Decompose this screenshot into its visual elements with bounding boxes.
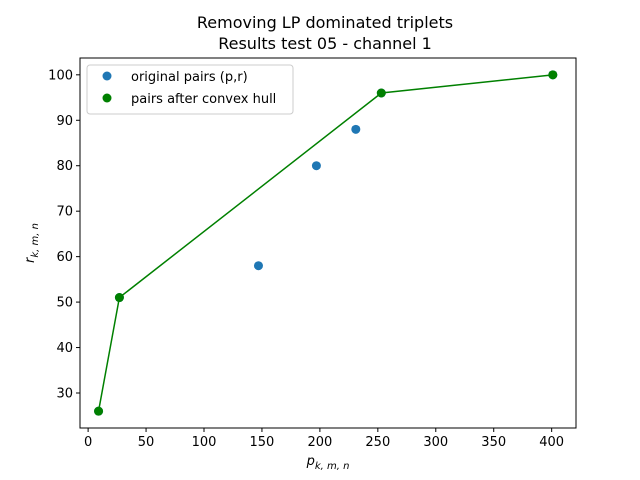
y-tick-label: 70	[56, 205, 73, 220]
x-tick-label: 50	[138, 435, 155, 450]
chart-title-line1: Removing LP dominated triplets	[197, 13, 453, 32]
y-axis-label-group: rk, m, n	[23, 223, 41, 263]
y-tick-label: 100	[48, 68, 73, 83]
x-tick-label: 300	[423, 435, 448, 450]
series-line-1	[97, 74, 553, 412]
y-tick-label: 30	[56, 387, 73, 402]
data-point-series-0	[351, 124, 361, 134]
data-point-series-0	[311, 161, 321, 171]
x-tick-label: 200	[307, 435, 332, 450]
x-axis-label: pk, m, n	[306, 454, 350, 472]
data-point-series-0	[253, 261, 263, 271]
x-axis-label-sub: k, m, n	[315, 461, 350, 472]
x-axis-label-base: p	[306, 454, 315, 469]
data-point-series-1	[114, 293, 124, 303]
x-tick-label: 250	[365, 435, 390, 450]
y-tick-label: 90	[56, 114, 73, 129]
y-axis-label-base: r	[23, 256, 38, 263]
plot-frame	[79, 57, 577, 429]
x-tick-label: 0	[84, 435, 92, 450]
legend-frame	[86, 64, 294, 115]
y-tick-label: 50	[56, 296, 73, 311]
plot-area	[94, 70, 558, 416]
chart-title-line2: Results test 05 - channel 1	[218, 34, 432, 53]
data-point-series-1	[376, 88, 386, 98]
y-axis-label: rk, m, n	[23, 223, 41, 263]
x-tick-label: 150	[250, 435, 275, 450]
y-tick-label: 80	[56, 159, 73, 174]
x-axis-ticks: 0 50 100 150 200 250 300 350 400	[84, 428, 564, 450]
legend: original pairs (p,r) pairs after convex …	[86, 64, 294, 115]
x-tick-label: 100	[192, 435, 217, 450]
y-tick-label: 40	[56, 341, 73, 356]
legend-label-hull: pairs after convex hull	[131, 92, 276, 107]
y-axis-ticks: 30 40 50 60 70 80 90 100	[48, 68, 80, 402]
legend-label-original: original pairs (p,r)	[131, 70, 248, 85]
x-tick-label: 350	[481, 435, 506, 450]
x-tick-label: 400	[539, 435, 564, 450]
legend-marker-original	[102, 71, 112, 81]
data-point-series-1	[94, 406, 104, 416]
y-axis-label-sub: k, m, n	[30, 223, 41, 258]
data-point-series-1	[548, 70, 558, 80]
y-tick-label: 60	[56, 250, 73, 265]
legend-marker-hull	[102, 93, 112, 103]
